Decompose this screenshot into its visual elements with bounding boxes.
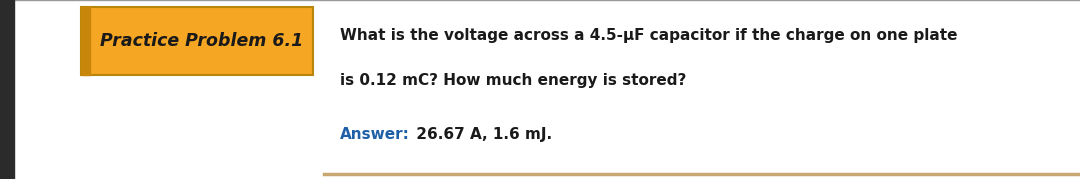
FancyBboxPatch shape: [81, 7, 313, 75]
Text: Practice Problem 6.1: Practice Problem 6.1: [99, 32, 303, 50]
Text: What is the voltage across a 4.5-μF capacitor if the charge on one plate: What is the voltage across a 4.5-μF capa…: [340, 28, 958, 43]
Bar: [81, 7, 90, 75]
Text: is 0.12 mC? How much energy is stored?: is 0.12 mC? How much energy is stored?: [340, 73, 687, 88]
Bar: [0, 0, 14, 179]
Text: Answer:: Answer:: [340, 127, 410, 142]
Text: 26.67 A, 1.6 mJ.: 26.67 A, 1.6 mJ.: [411, 127, 553, 142]
